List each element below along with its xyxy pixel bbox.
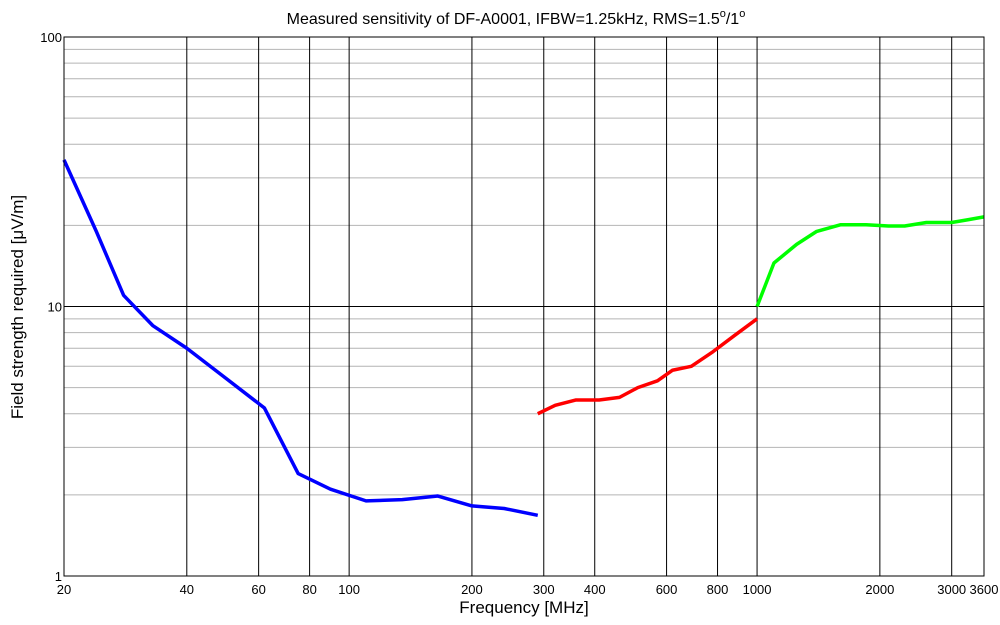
x-tick-label: 800 <box>707 582 729 597</box>
x-tick-label: 3000 <box>937 582 966 597</box>
x-tick-label: 20 <box>57 582 71 597</box>
x-tick-label: 1000 <box>743 582 772 597</box>
plot-area-frame <box>63 36 985 577</box>
chart-title: Measured sensitivity of DF-A0001, IFBW=1… <box>287 8 746 28</box>
x-tick-label: 200 <box>461 582 483 597</box>
series-line-3 <box>755 215 985 308</box>
x-tick-label: 100 <box>338 582 360 597</box>
x-tick-label: 60 <box>251 582 265 597</box>
x-tick-label: 300 <box>533 582 555 597</box>
y-axis-title: Field strength required [μV/m] <box>8 195 27 419</box>
series-line-2 <box>536 317 759 416</box>
x-tick-label: 600 <box>656 582 678 597</box>
x-tick-label: 3600 <box>970 582 999 597</box>
tick-labels: 20 40 60 80 100 200 300 400 600 800 1000 2000 3000 36… <box>40 30 998 597</box>
x-tick-label: 400 <box>584 582 606 597</box>
x-axis-title: Frequency [MHz] <box>459 598 588 617</box>
grid <box>64 36 984 577</box>
series-line-1 <box>62 159 539 517</box>
y-tick-label: 1 <box>55 569 62 584</box>
series-layer <box>62 159 985 517</box>
y-tick-label: 100 <box>40 30 62 45</box>
y-tick-label: 10 <box>48 300 62 315</box>
x-tick-label: 2000 <box>865 582 894 597</box>
x-tick-label: 80 <box>302 582 316 597</box>
x-tick-label: 40 <box>180 582 194 597</box>
